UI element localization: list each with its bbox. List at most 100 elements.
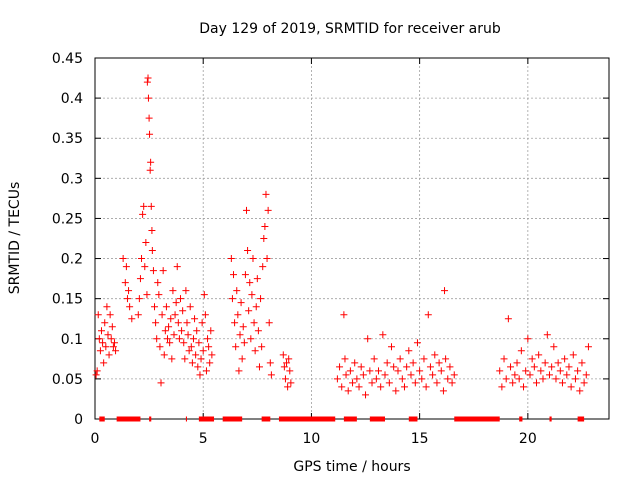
data-point <box>142 239 150 247</box>
y-tick-label: 0.3 <box>61 171 83 187</box>
data-point <box>341 355 349 363</box>
data-point <box>168 355 176 363</box>
data-point <box>450 371 458 379</box>
data-point <box>199 347 207 355</box>
data-point <box>169 287 177 295</box>
data-point <box>136 275 144 283</box>
data-point <box>119 255 127 263</box>
data-point <box>179 307 187 315</box>
data-point <box>183 319 191 327</box>
data-point <box>154 279 162 287</box>
data-point <box>522 367 530 375</box>
data-point <box>409 359 417 367</box>
data-point <box>148 226 156 234</box>
data-point <box>556 367 564 375</box>
data-point <box>368 379 376 387</box>
data-point <box>424 311 432 319</box>
data-point <box>390 363 398 371</box>
data-point <box>146 166 154 174</box>
data-point <box>227 255 235 263</box>
data-point <box>571 375 579 383</box>
data-point <box>196 371 204 379</box>
data-point <box>254 327 262 335</box>
data-point <box>357 363 365 371</box>
data-point <box>561 355 569 363</box>
data-point <box>340 311 348 319</box>
data-point <box>411 379 419 387</box>
data-point <box>157 379 165 387</box>
data-point <box>342 371 350 379</box>
data-point <box>353 375 361 383</box>
data-point <box>93 367 101 375</box>
data-point <box>102 343 110 351</box>
data-point <box>392 387 400 395</box>
data-point <box>513 359 521 367</box>
data-point <box>502 375 510 383</box>
data-point <box>207 327 215 335</box>
data-point <box>265 319 273 327</box>
data-point <box>383 359 391 367</box>
data-point <box>403 363 411 371</box>
data-point <box>286 367 294 375</box>
data-point <box>186 303 194 311</box>
data-point <box>500 355 508 363</box>
data-point <box>230 271 238 279</box>
data-point <box>535 351 543 359</box>
data-point <box>194 363 202 371</box>
data-point <box>122 263 130 271</box>
data-point <box>359 371 367 379</box>
y-tick-label: 0.45 <box>52 51 83 67</box>
data-point <box>232 343 240 351</box>
data-point <box>543 331 551 339</box>
data-point <box>106 311 114 319</box>
data-point <box>263 255 271 263</box>
data-point <box>257 295 265 303</box>
x-tick-label: 20 <box>519 431 537 447</box>
data-point <box>141 263 149 271</box>
data-point <box>185 347 193 355</box>
data-point <box>261 222 269 230</box>
data-point <box>147 158 155 166</box>
data-point <box>405 347 413 355</box>
y-tick-label: 0.35 <box>52 131 83 147</box>
data-point <box>156 343 164 351</box>
data-point <box>166 339 174 347</box>
data-point <box>244 247 252 255</box>
data-points <box>92 74 592 399</box>
y-tick-label: 0.15 <box>52 292 83 308</box>
data-point <box>208 351 216 359</box>
y-axis: 0 0.05 0.1 0.15 0.2 0.25 0.3 0.35 0.4 0.45 <box>52 51 609 428</box>
data-point <box>344 387 352 395</box>
data-point <box>180 339 188 347</box>
data-point <box>336 363 344 371</box>
data-point <box>135 295 143 303</box>
data-point <box>182 287 190 295</box>
data-point <box>448 379 456 387</box>
data-point <box>126 303 134 311</box>
data-point <box>237 299 245 307</box>
data-point <box>188 359 196 367</box>
data-point <box>548 363 556 371</box>
data-point <box>248 291 256 299</box>
data-point <box>407 371 415 379</box>
data-point <box>238 355 246 363</box>
data-point <box>346 367 354 375</box>
y-tick-label: 0.2 <box>61 252 83 268</box>
data-point <box>153 335 161 343</box>
x-tick-label: 0 <box>91 431 100 447</box>
data-point <box>509 379 517 387</box>
data-point <box>170 331 178 339</box>
data-point <box>552 375 560 383</box>
data-point <box>441 287 449 295</box>
plot-frame <box>94 57 610 420</box>
y-tick-label: 0 <box>74 412 83 428</box>
data-point <box>245 307 253 315</box>
data-point <box>201 311 209 319</box>
data-point <box>204 335 212 343</box>
data-point <box>280 363 288 371</box>
data-point <box>385 379 393 387</box>
data-point <box>197 355 205 363</box>
data-point <box>161 327 169 335</box>
x-axis: 0 5 10 15 20 <box>91 58 537 447</box>
